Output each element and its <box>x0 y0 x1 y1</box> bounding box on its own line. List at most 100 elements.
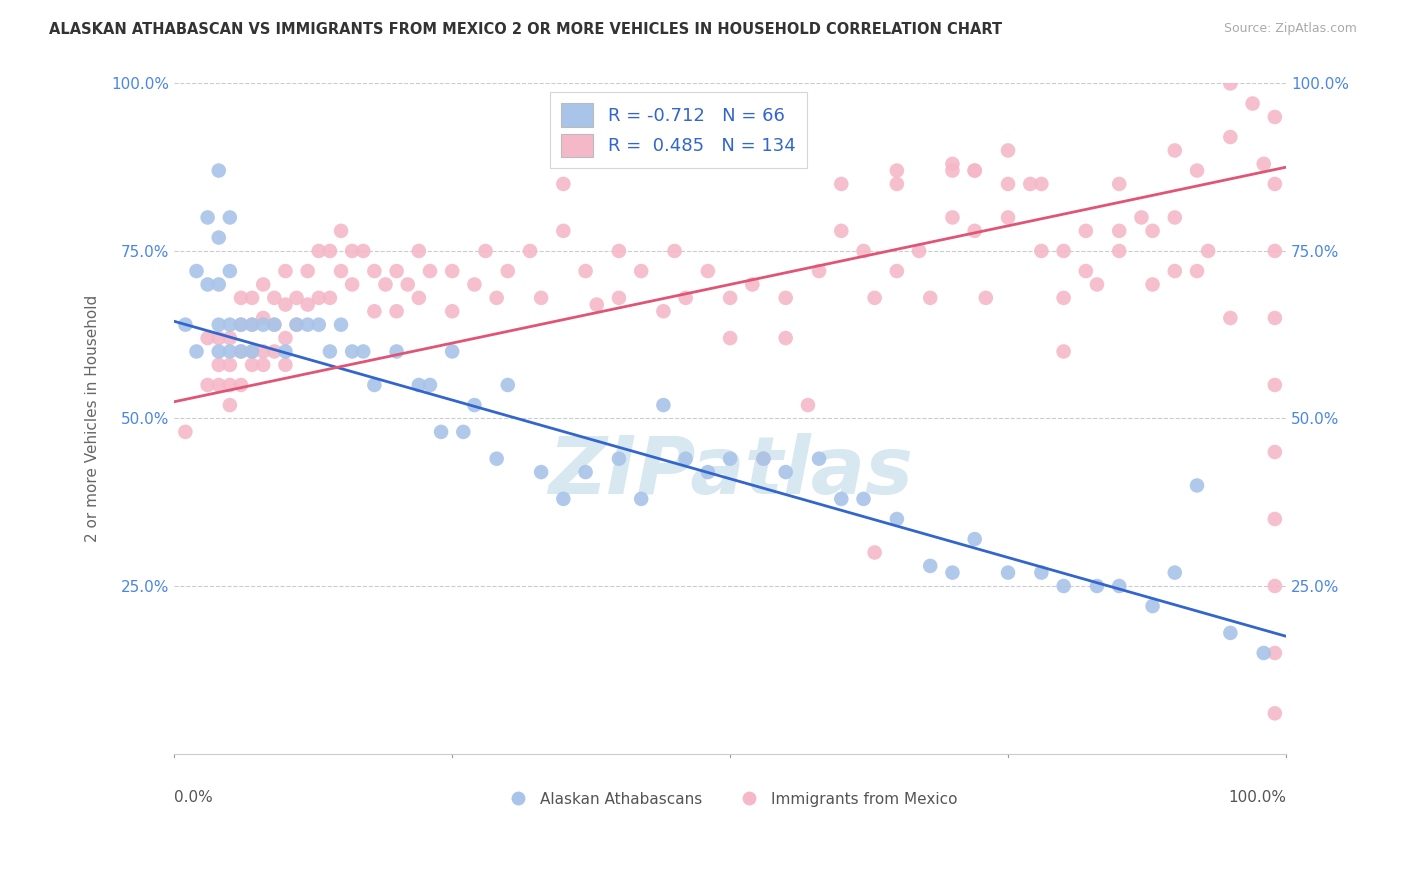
Point <box>1264 244 1286 258</box>
Point <box>1264 310 1286 325</box>
Point <box>863 291 886 305</box>
Point <box>330 264 353 278</box>
Point <box>808 451 831 466</box>
Point <box>741 277 763 292</box>
Point <box>319 244 342 258</box>
Point <box>1164 211 1187 225</box>
Point <box>752 451 775 466</box>
Point <box>675 451 697 466</box>
Point <box>374 277 396 292</box>
Point <box>263 318 285 332</box>
Point <box>197 331 219 345</box>
Text: 0.0%: 0.0% <box>174 790 214 805</box>
Point <box>886 177 908 191</box>
Point <box>430 425 453 439</box>
Point <box>297 318 319 332</box>
Point <box>186 264 208 278</box>
Point <box>385 304 408 318</box>
Point <box>963 163 986 178</box>
Point <box>208 358 231 372</box>
Point <box>920 558 942 573</box>
Point <box>330 318 353 332</box>
Point <box>574 264 596 278</box>
Text: ALASKAN ATHABASCAN VS IMMIGRANTS FROM MEXICO 2 OR MORE VEHICLES IN HOUSEHOLD COR: ALASKAN ATHABASCAN VS IMMIGRANTS FROM ME… <box>49 22 1002 37</box>
Point <box>1031 177 1053 191</box>
Point <box>441 344 464 359</box>
Point <box>1142 277 1164 292</box>
Point <box>1197 244 1219 258</box>
Point <box>1074 224 1097 238</box>
Point <box>775 331 797 345</box>
Point <box>997 211 1019 225</box>
Point <box>453 425 475 439</box>
Point <box>319 344 342 359</box>
Point <box>519 244 541 258</box>
Point <box>252 318 274 332</box>
Point <box>830 177 852 191</box>
Point <box>1264 512 1286 526</box>
Point <box>664 244 686 258</box>
Point <box>1052 291 1074 305</box>
Point <box>797 398 820 412</box>
Point <box>1264 579 1286 593</box>
Point <box>553 491 575 506</box>
Point <box>1108 224 1130 238</box>
Point <box>308 318 330 332</box>
Point <box>963 224 986 238</box>
Point <box>718 331 741 345</box>
Point <box>263 344 285 359</box>
Point <box>630 264 652 278</box>
Point <box>340 277 363 292</box>
Point <box>718 291 741 305</box>
Point <box>530 465 553 479</box>
Point <box>240 358 263 372</box>
Point <box>229 318 252 332</box>
Point <box>496 378 519 392</box>
Point <box>474 244 496 258</box>
Point <box>252 277 274 292</box>
Point <box>408 244 430 258</box>
Point <box>252 358 274 372</box>
Point <box>1164 566 1187 580</box>
Point <box>408 378 430 392</box>
Y-axis label: 2 or more Vehicles in Household: 2 or more Vehicles in Household <box>86 295 100 542</box>
Point <box>775 291 797 305</box>
Point <box>240 344 263 359</box>
Point <box>718 451 741 466</box>
Point <box>419 264 441 278</box>
Point <box>208 378 231 392</box>
Point <box>340 244 363 258</box>
Point <box>363 378 385 392</box>
Point <box>319 291 342 305</box>
Point <box>229 344 252 359</box>
Point <box>1185 478 1208 492</box>
Point <box>607 244 630 258</box>
Point <box>941 211 963 225</box>
Point <box>1219 77 1241 91</box>
Point <box>1219 626 1241 640</box>
Text: ZIPatlas: ZIPatlas <box>547 434 912 511</box>
Point <box>1031 244 1053 258</box>
Point <box>1142 224 1164 238</box>
Point <box>941 163 963 178</box>
Point <box>396 277 419 292</box>
Point <box>1264 110 1286 124</box>
Point <box>607 291 630 305</box>
Point <box>186 344 208 359</box>
Point <box>252 344 274 359</box>
Point <box>174 425 197 439</box>
Point <box>1185 264 1208 278</box>
Point <box>297 297 319 311</box>
Point <box>997 566 1019 580</box>
Point <box>419 378 441 392</box>
Point <box>441 264 464 278</box>
Point <box>363 304 385 318</box>
Point <box>941 157 963 171</box>
Point <box>1052 579 1074 593</box>
Point <box>630 491 652 506</box>
Point <box>830 224 852 238</box>
Legend: Alaskan Athabascans, Immigrants from Mexico: Alaskan Athabascans, Immigrants from Mex… <box>496 786 965 813</box>
Point <box>463 398 485 412</box>
Point <box>1031 566 1053 580</box>
Point <box>218 378 240 392</box>
